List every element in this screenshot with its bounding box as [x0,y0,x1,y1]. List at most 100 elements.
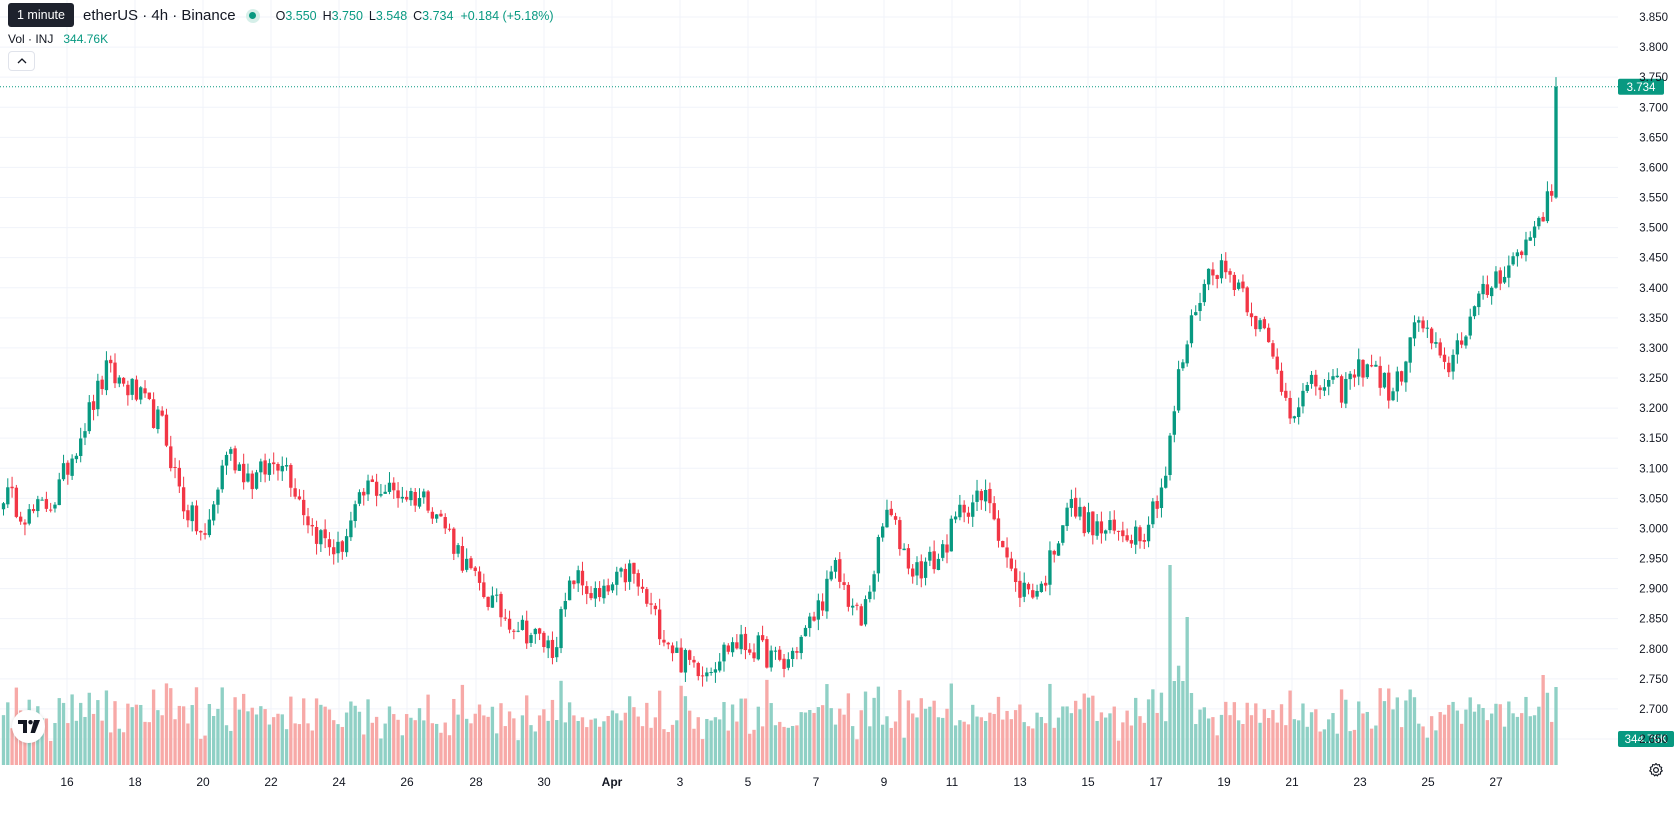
candle [936,553,941,571]
candle [962,500,966,523]
candle-body [911,568,915,577]
candle [121,377,126,387]
candle [27,504,31,526]
price-tick-label: 3.400 [1639,283,1668,295]
candle-body [610,584,615,591]
candle-body [919,561,923,579]
candle-body [246,473,250,482]
candle-body [593,587,598,599]
candle [169,435,173,472]
candle-body [100,379,104,390]
candle-body [495,594,499,596]
candle [1541,212,1545,222]
volume-bar [786,727,790,765]
candle [413,488,417,512]
candle-body [580,570,585,586]
candle-body [151,399,156,428]
time-axis[interactable]: 16 18 20 22 24 26 28 30 Apr 3 5 7 9 11 13 15 17 19 21 23 25 2… [60,775,1503,789]
collapse-legend-button[interactable] [8,51,35,71]
candle-body [962,504,966,513]
candle [923,557,928,586]
candle-body [117,377,121,384]
candle-body [1322,387,1327,391]
volume-bar [949,683,953,765]
volume-bar [1009,719,1014,765]
volume-bar [718,719,722,765]
candle [679,638,683,673]
candle [1464,334,1468,349]
candle [1245,286,1249,316]
candle [383,484,387,494]
candle-body [572,580,576,585]
volume-bar [1176,665,1181,765]
volume-bar [392,714,396,765]
candle-body [259,461,263,473]
candle [1061,525,1065,546]
volume-bar [306,723,310,765]
volume-bar [782,726,786,765]
volume-bar [465,718,469,765]
volume-bar [1279,704,1284,765]
candle-body [808,616,812,629]
candle-body [66,462,70,475]
volume-label[interactable]: Vol · INJ [8,32,54,46]
volume-bar [477,704,482,765]
symbol-title[interactable]: etherUS · 4h · Binance [83,7,236,24]
volume-bar [422,720,426,765]
candle [327,532,332,556]
candle-body [91,401,96,410]
volume-bar [23,727,27,765]
candle-body [585,586,589,594]
last-volume-label-bg [1618,731,1674,747]
candle [49,502,53,513]
volume-bar [186,723,190,765]
volume-bar [983,720,988,765]
candle-body [1001,541,1005,548]
candle-body [1399,371,1404,382]
candle [91,394,96,421]
candle [1078,497,1082,521]
volume-bar [525,695,529,765]
volume-bar [1429,716,1434,765]
volume-bar [409,717,413,765]
price-axis[interactable]: 3.850 3.800 3.750 3.700 3.650 3.600 3.550 3.500… [1639,12,1668,746]
volume-bar [713,717,718,765]
candle [1271,340,1275,359]
candle-body [1455,340,1460,355]
candle-body [1082,506,1086,534]
candle-body [1065,507,1069,527]
candle [477,566,482,591]
candle [700,666,705,687]
volume-bar [632,707,636,765]
tradingview-logo-icon[interactable] [12,710,45,743]
candle [1211,262,1215,286]
volume-bar [1309,712,1314,765]
gear-icon[interactable] [1648,762,1664,778]
candle [203,523,207,540]
candle-body [383,491,387,494]
candle [289,463,293,497]
candle [14,484,19,519]
candle [1056,540,1061,556]
candle [790,647,795,667]
candle-body [263,460,267,475]
candle-body [199,530,203,533]
candle-body [349,520,353,538]
volume-bar [1168,565,1172,765]
candle [1151,497,1155,528]
candle [1365,363,1369,380]
candle-body [1228,271,1232,275]
candle-body [357,492,362,504]
volume-bar [1206,718,1211,765]
time-tick-label: 9 [881,775,888,789]
volume-bar [593,718,598,765]
volume-bar [353,705,357,765]
volume-bar [314,698,319,765]
candle [507,610,512,634]
candle [1528,231,1532,241]
candle [181,476,186,520]
candle [503,608,507,621]
volume-bar [1275,722,1279,765]
candle [769,645,773,672]
